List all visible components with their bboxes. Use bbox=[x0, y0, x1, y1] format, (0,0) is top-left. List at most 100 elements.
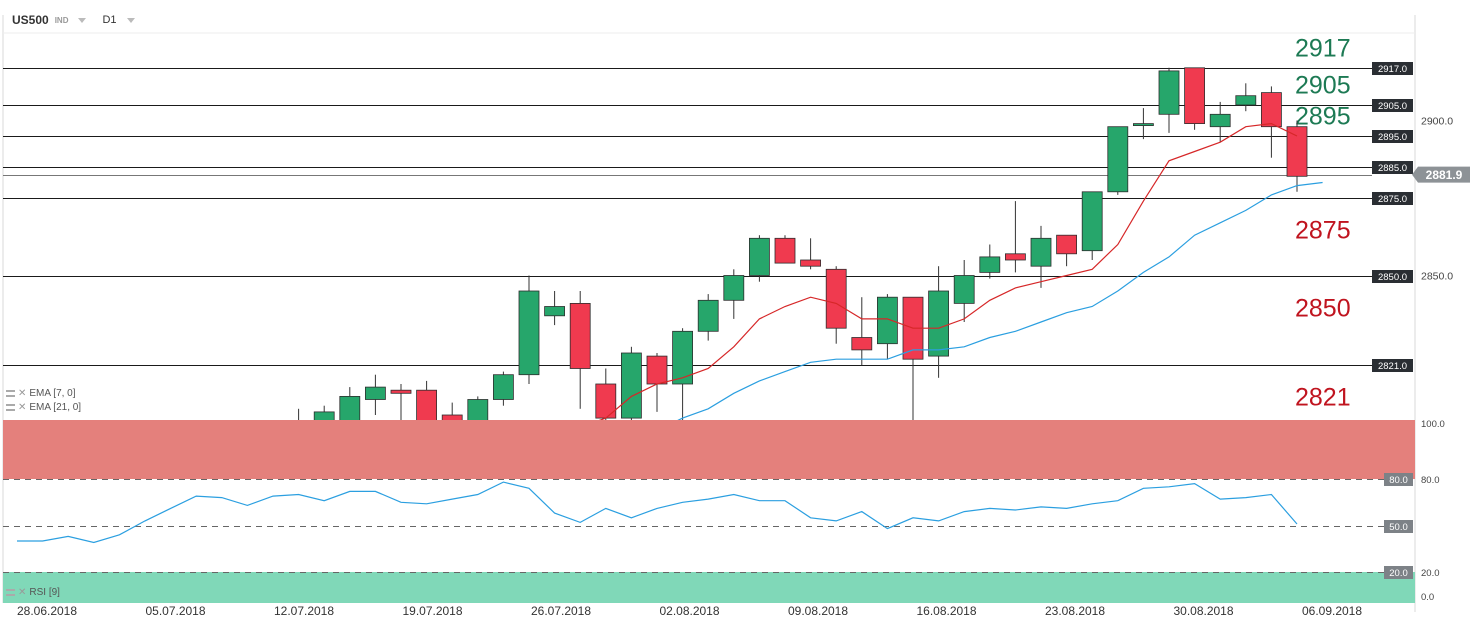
candle-body bbox=[1158, 70, 1180, 115]
bearish-candle[interactable] bbox=[800, 238, 821, 270]
time-axis: 28.06.2018 05.07.2018 12.07.2018 19.07.2018… bbox=[17, 604, 1362, 618]
bearish-candle[interactable] bbox=[289, 408, 309, 462]
rsi-line[interactable] bbox=[17, 481, 1298, 544]
level-tag-box bbox=[1372, 359, 1413, 372]
bearish-candle[interactable] bbox=[774, 235, 796, 264]
bullish-candle[interactable] bbox=[749, 235, 770, 282]
bullish-candle[interactable] bbox=[467, 396, 489, 430]
bullish-candle[interactable] bbox=[877, 294, 898, 360]
bullish-candle[interactable] bbox=[313, 405, 335, 453]
price-axis: 2900.0 2850.0 2881.9 bbox=[1412, 116, 1470, 283]
rsi-level-tag-box bbox=[1384, 473, 1413, 486]
candle-body bbox=[1030, 237, 1052, 267]
candle-body bbox=[467, 399, 489, 420]
bearish-candle[interactable] bbox=[595, 368, 617, 434]
rsi-tick-label: 80.0 bbox=[1421, 475, 1440, 486]
instrument-type-badge: IND bbox=[54, 15, 69, 25]
candle-body bbox=[621, 352, 642, 419]
level-tag-text: 2875.0 bbox=[1378, 194, 1407, 205]
date-tick-label: 19.07.2018 bbox=[402, 604, 462, 618]
remove-indicator-icon[interactable]: ✕ bbox=[18, 388, 27, 399]
timeframe-selector[interactable]: D1 bbox=[102, 14, 117, 26]
candle-body bbox=[1286, 126, 1308, 177]
candle-body bbox=[825, 268, 847, 329]
symbol-label[interactable]: US500 bbox=[12, 13, 49, 27]
remove-indicator-icon[interactable]: ✕ bbox=[18, 587, 27, 598]
ema-7-line[interactable] bbox=[580, 122, 1298, 428]
bullish-candle[interactable] bbox=[1158, 67, 1180, 133]
bullish-candle[interactable] bbox=[1081, 191, 1103, 260]
rsi-level-tag-text: 80.0 bbox=[1389, 475, 1408, 486]
candle-body bbox=[441, 414, 463, 420]
bullish-candle[interactable] bbox=[364, 374, 386, 415]
candle-body bbox=[1005, 253, 1026, 261]
ema-short-label: EMA [7, 0] bbox=[29, 388, 76, 399]
bullish-candle[interactable] bbox=[1030, 225, 1052, 288]
bullish-candle[interactable] bbox=[1235, 83, 1257, 112]
bullish-candle[interactable] bbox=[928, 266, 949, 378]
rsi-level-tag-box bbox=[1384, 520, 1413, 533]
bearish-candle[interactable] bbox=[1286, 120, 1308, 192]
support-label: 2821 bbox=[1295, 384, 1351, 412]
candle-body bbox=[1107, 126, 1129, 193]
symbol-dropdown-chevron-icon[interactable] bbox=[78, 17, 87, 23]
bearish-candle[interactable] bbox=[1261, 86, 1282, 158]
bearish-candle[interactable] bbox=[416, 380, 438, 424]
bullish-candle[interactable] bbox=[979, 244, 1001, 279]
candle-body bbox=[1261, 92, 1282, 128]
candle-body bbox=[1133, 123, 1154, 126]
price-tick-label: 2850.0 bbox=[1421, 271, 1453, 283]
settings-lines-icon[interactable] bbox=[6, 404, 15, 411]
ema-short-legend[interactable]: ✕ EMA [7, 0] bbox=[6, 388, 76, 399]
candle-body bbox=[1209, 113, 1231, 128]
bearish-candle[interactable] bbox=[569, 291, 591, 409]
bearish-candle[interactable] bbox=[441, 402, 463, 431]
bearish-candle[interactable] bbox=[825, 266, 847, 344]
bullish-candle[interactable] bbox=[621, 346, 642, 425]
bearish-candle[interactable] bbox=[1056, 234, 1077, 267]
rsi-panel: 80.0 50.0 20.0 100.0 80.0 20.0 0.0 bbox=[3, 419, 1445, 603]
bearish-candle[interactable] bbox=[1005, 201, 1026, 273]
bullish-candle[interactable] bbox=[1107, 126, 1129, 195]
bullish-candle[interactable] bbox=[1133, 108, 1154, 140]
settings-lines-icon[interactable] bbox=[6, 589, 15, 596]
remove-indicator-icon[interactable]: ✕ bbox=[18, 402, 27, 413]
rsi-legend[interactable]: ✕ RSI [9] bbox=[6, 587, 60, 598]
candle-body bbox=[851, 337, 873, 351]
bullish-candle[interactable] bbox=[339, 387, 361, 443]
level-tag-text: 2850.0 bbox=[1378, 272, 1407, 283]
ema-21-line[interactable] bbox=[657, 181, 1323, 431]
price-tick-label: 2900.0 bbox=[1421, 116, 1453, 128]
bearish-candle[interactable] bbox=[851, 297, 873, 366]
bearish-candle[interactable] bbox=[1184, 67, 1205, 130]
overbought-zone bbox=[3, 420, 1415, 479]
bullish-candle[interactable] bbox=[953, 260, 975, 322]
candle-body bbox=[1184, 67, 1205, 125]
bullish-candle[interactable] bbox=[1209, 101, 1231, 143]
settings-lines-icon[interactable] bbox=[6, 390, 15, 397]
bearish-candle[interactable] bbox=[902, 296, 924, 424]
oversold-zone bbox=[3, 572, 1415, 603]
level-tag-text: 2905.0 bbox=[1378, 101, 1407, 112]
bearish-candle[interactable] bbox=[390, 384, 412, 421]
rsi-level-tag-box bbox=[1384, 566, 1413, 579]
ema-long-legend[interactable]: ✕ EMA [21, 0] bbox=[6, 402, 81, 413]
bullish-candle[interactable] bbox=[723, 269, 745, 319]
candle-body bbox=[646, 355, 668, 385]
candle-body bbox=[672, 330, 693, 385]
bullish-candle[interactable] bbox=[492, 371, 514, 406]
bullish-candle[interactable] bbox=[672, 328, 693, 430]
level-tag-box bbox=[1372, 130, 1413, 143]
level-tag-box bbox=[1372, 192, 1413, 205]
timeframe-dropdown-chevron-icon[interactable] bbox=[126, 17, 135, 23]
bullish-candle[interactable] bbox=[544, 291, 565, 326]
rsi-label: RSI [9] bbox=[29, 587, 60, 598]
bullish-candle[interactable] bbox=[697, 294, 719, 341]
bullish-candle[interactable] bbox=[518, 275, 540, 385]
candle-body bbox=[390, 389, 412, 394]
level-tag-text: 2885.0 bbox=[1378, 163, 1407, 174]
resistance-label: 2905 bbox=[1295, 72, 1351, 100]
rsi-level-tag-text: 50.0 bbox=[1389, 522, 1408, 533]
